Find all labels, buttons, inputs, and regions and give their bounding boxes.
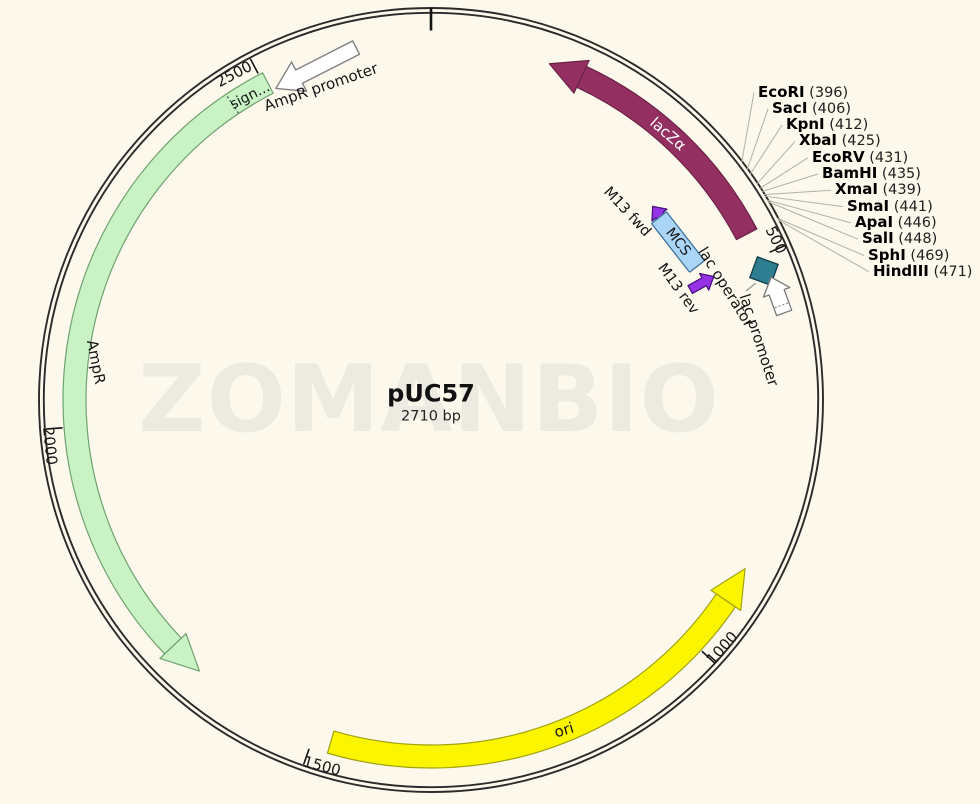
laczalpha-arc — [576, 65, 758, 241]
leader-line-XmaI — [763, 189, 832, 196]
restriction-site-name: EcoRI — [758, 82, 805, 101]
restriction-site-position: (412) — [824, 117, 869, 134]
restriction-site-SalI: SalI (448) — [862, 230, 937, 247]
tick-mark-2500 — [249, 58, 259, 74]
restriction-site-position: (425) — [837, 133, 881, 150]
ampr-arrowhead — [159, 633, 200, 672]
restriction-site-EcoRI: EcoRI (396) — [758, 84, 848, 101]
plasmid-name: pUC57 — [387, 379, 475, 408]
restriction-site-name: XbaI — [799, 131, 838, 150]
plasmid-size: 2710 bp — [401, 408, 461, 425]
leader-line-lac-operator — [745, 282, 757, 292]
leader-line-HindIII — [777, 219, 870, 273]
ori-arrowhead — [710, 568, 746, 612]
lac-promoter-arrow-icon — [762, 276, 793, 317]
restriction-site-name: SmaI — [847, 196, 890, 215]
restriction-site-name: BamHI — [822, 164, 878, 182]
leader-line-BamHI — [761, 173, 819, 193]
restriction-site-position: (435) — [877, 166, 921, 182]
restriction-site-name: SalI — [862, 229, 894, 248]
tick-label-2000: 2000 — [39, 426, 61, 466]
leader-line-SalI — [767, 201, 859, 240]
m13-rev-arrow-icon — [687, 272, 715, 295]
signal-segment-divider — [225, 94, 240, 114]
ampr-arc — [62, 72, 274, 655]
mcs-box — [651, 211, 705, 273]
tick-mark-500 — [769, 244, 786, 253]
plasmid-title-block: pUC57 2710 bp — [387, 380, 475, 425]
leader-line-EcoRI — [741, 92, 755, 163]
laczalpha-arrowhead — [548, 59, 590, 94]
restriction-site-position: (431) — [864, 149, 909, 166]
leader-line-EcoRV — [759, 157, 809, 189]
restriction-site-name: HindIII — [873, 261, 929, 280]
leader-line-KpnI — [749, 124, 783, 175]
restriction-site-SacI: SacI (406) — [772, 100, 851, 117]
restriction-site-name: EcoRV — [812, 147, 865, 166]
restriction-site-name: ApaI — [855, 212, 894, 231]
restriction-site-SmaI: SmaI (441) — [847, 198, 933, 215]
restriction-site-ApaI: ApaI (446) — [855, 214, 937, 231]
restriction-site-position: (446) — [893, 214, 937, 231]
restriction-site-position: (439) — [877, 182, 922, 199]
restriction-site-XbaI: XbaI (425) — [799, 132, 881, 149]
leader-line-SmaI — [764, 195, 844, 208]
restriction-site-position: (471) — [928, 263, 973, 280]
restriction-site-BamHI: BamHI (435) — [822, 165, 921, 182]
restriction-site-name: SphI — [868, 245, 906, 264]
restriction-site-name: XmaI — [835, 180, 878, 199]
restriction-site-name: SacI — [772, 98, 808, 117]
restriction-site-position: (448) — [893, 231, 938, 248]
restriction-site-KpnI: KpnI (412) — [786, 116, 868, 133]
ampr-promoter-arrow-icon — [275, 40, 361, 93]
leader-line-XbaI — [756, 141, 796, 185]
tick-mark-1500 — [302, 748, 310, 765]
leader-line-SphI — [776, 217, 865, 256]
restriction-site-position: (441) — [889, 198, 933, 215]
tick-mark-2000 — [46, 427, 63, 430]
restriction-site-name: KpnI — [786, 115, 825, 134]
leader-line-SacI — [746, 108, 769, 170]
restriction-site-HindIII: HindIII (471) — [873, 263, 972, 280]
watermark-text: ZOMANBIO — [138, 345, 720, 453]
tick-mark-1000 — [701, 650, 715, 664]
restriction-site-position: (406) — [807, 100, 852, 117]
restriction-site-SphI: SphI (469) — [868, 247, 949, 264]
restriction-site-position: (396) — [804, 84, 849, 101]
restriction-site-EcoRV: EcoRV (431) — [812, 149, 908, 166]
restriction-site-XmaI: XmaI (439) — [835, 181, 922, 198]
leader-line-ApaI — [766, 199, 852, 224]
restriction-site-position: (469) — [905, 247, 950, 264]
ori-arc — [326, 593, 736, 769]
